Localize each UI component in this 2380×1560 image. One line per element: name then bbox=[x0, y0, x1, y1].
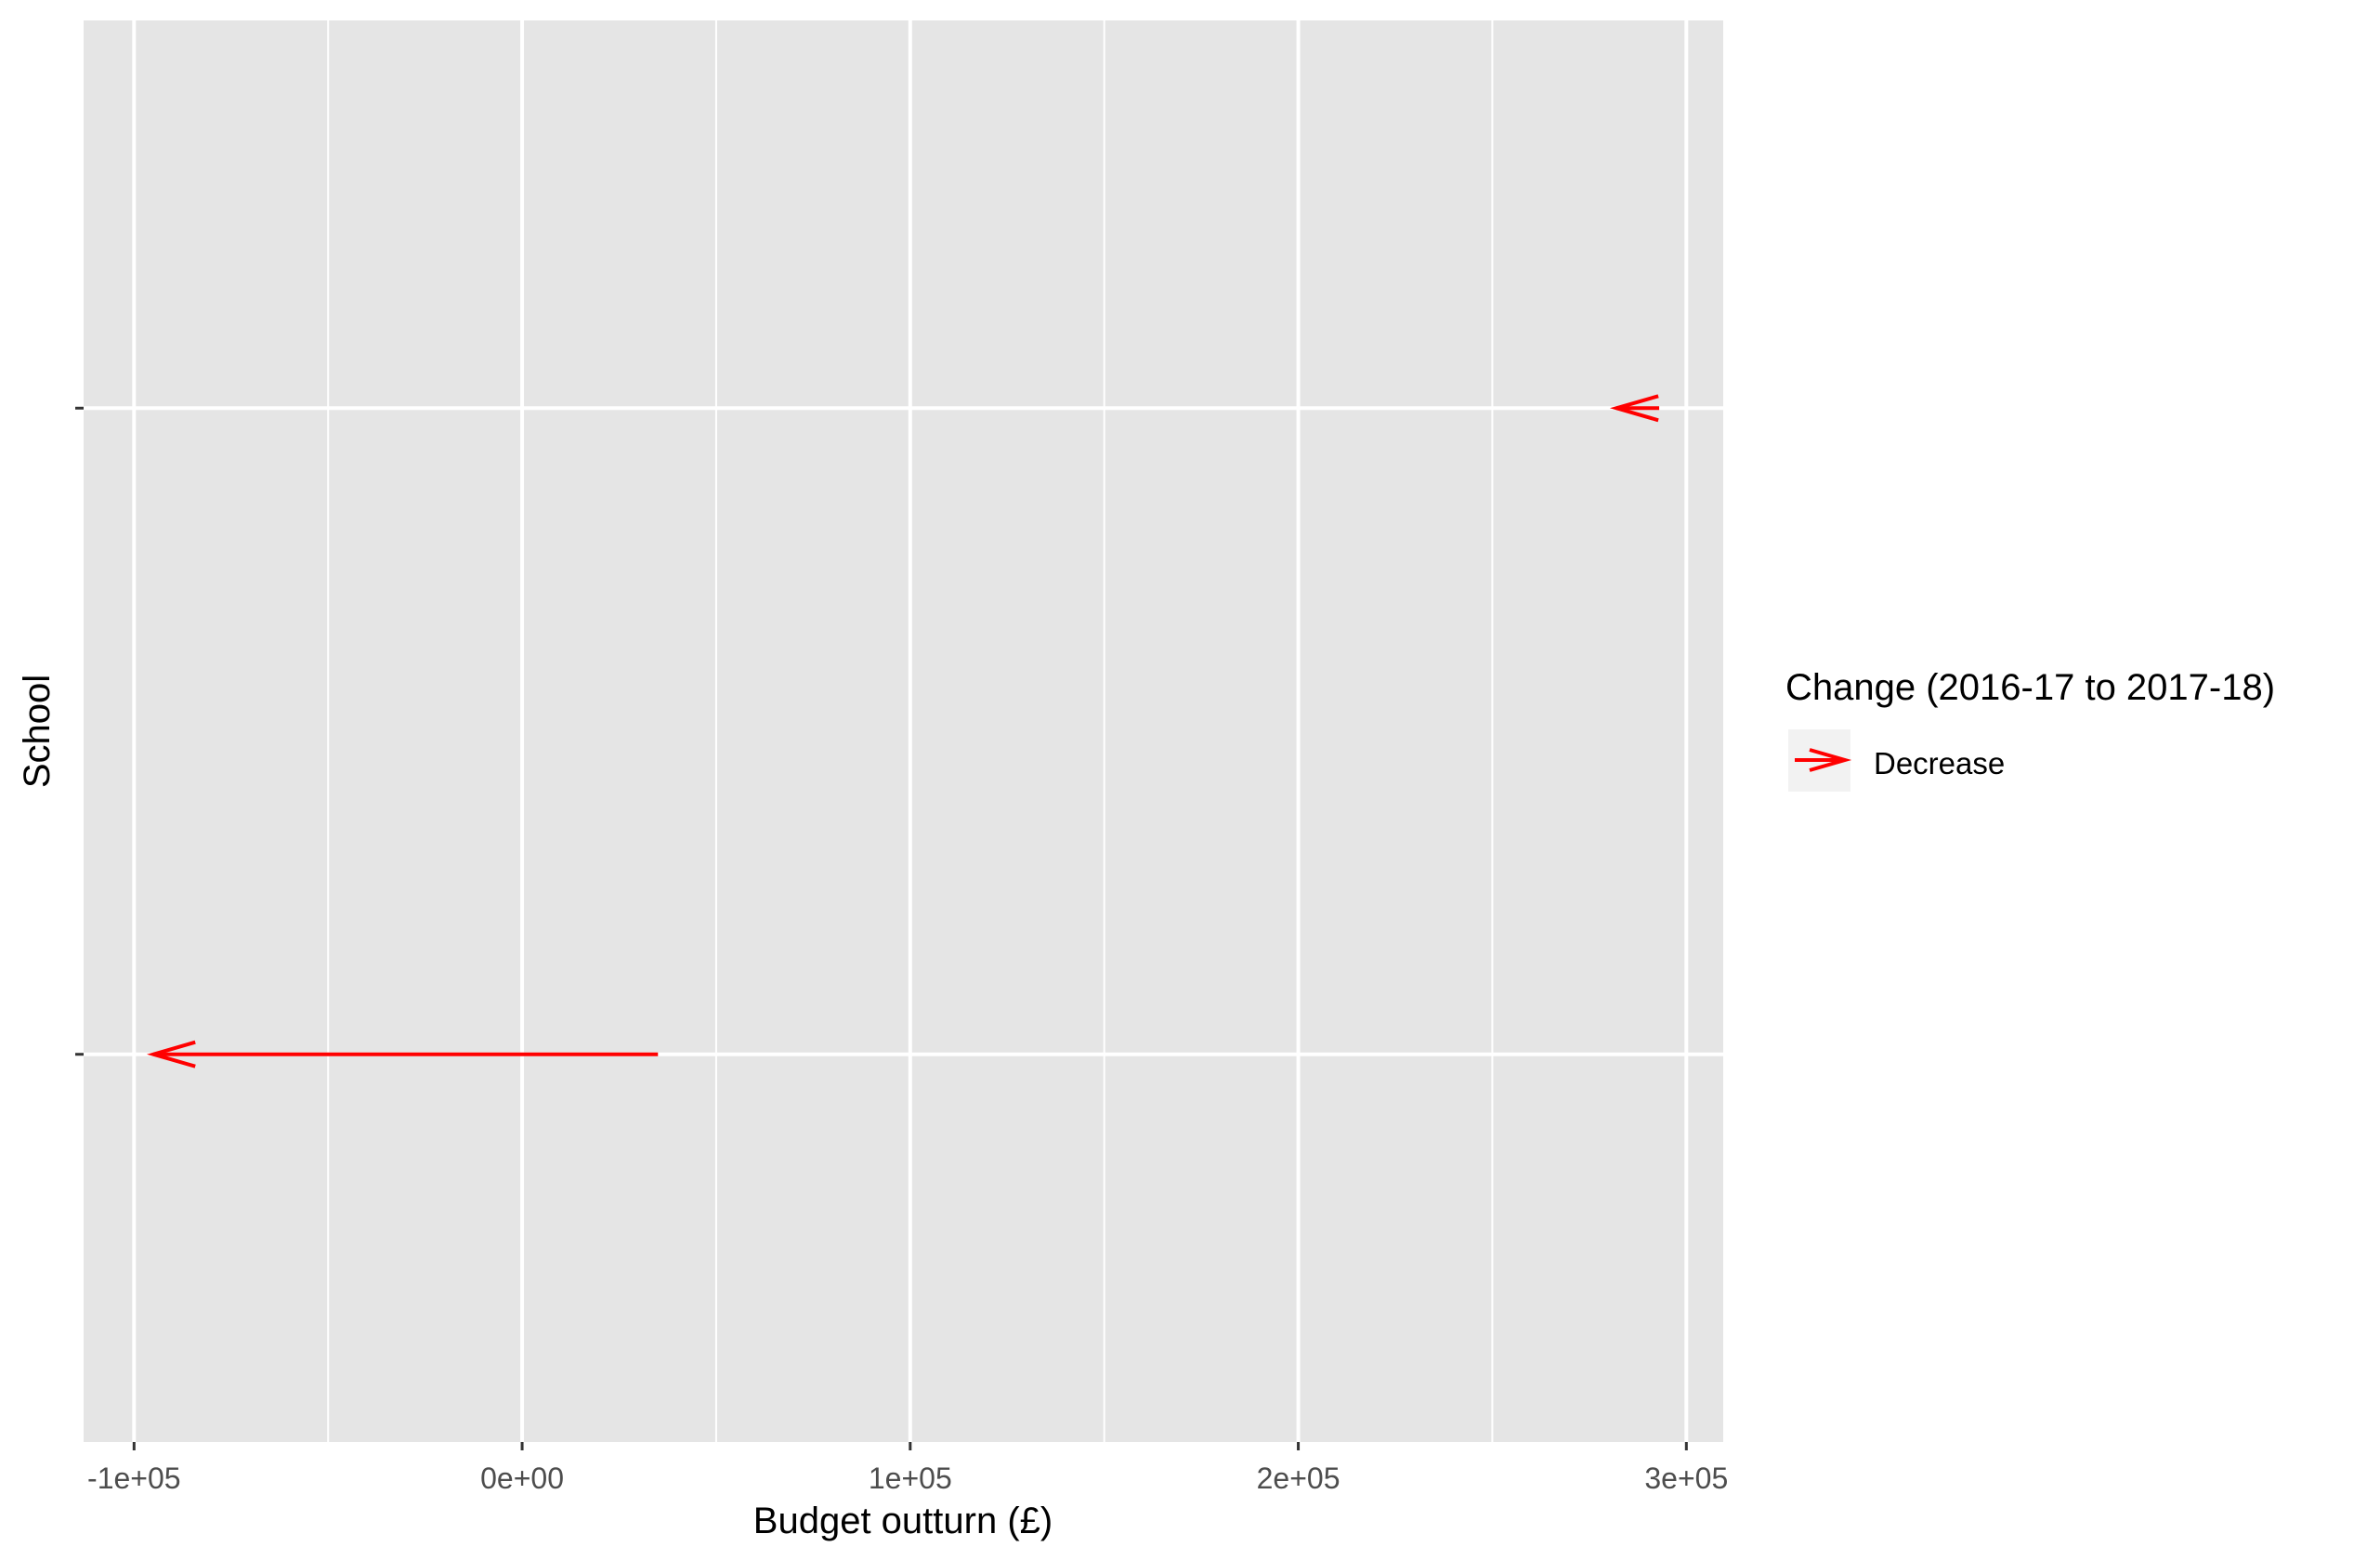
data-layer bbox=[146, 394, 1660, 1068]
x-tick-label: -1e+05 bbox=[87, 1462, 181, 1495]
x-tick-label: 3e+05 bbox=[1644, 1462, 1728, 1495]
x-axis: -1e+05 0e+00 1e+05 2e+05 3e+05 bbox=[75, 406, 1728, 1495]
y-axis-label: School bbox=[17, 675, 58, 788]
minor-gridlines bbox=[327, 20, 1494, 1442]
x-tick-label: 1e+05 bbox=[869, 1462, 952, 1495]
plot-panel bbox=[84, 20, 1723, 1442]
data-arrow bbox=[1609, 394, 1660, 423]
data-arrow-head bbox=[1609, 394, 1659, 423]
x-tick-label: 2e+05 bbox=[1257, 1462, 1340, 1495]
major-gridlines bbox=[84, 20, 1723, 1442]
legend-title: Change (2016-17 to 2017-18) bbox=[1785, 667, 2275, 708]
x-axis-label: Budget outturn (£) bbox=[753, 1501, 1053, 1541]
legend-key-arrow bbox=[1795, 748, 1852, 772]
data-arrow bbox=[146, 1040, 659, 1068]
x-tick-label: 0e+00 bbox=[480, 1462, 564, 1495]
legend-item-label: Decrease bbox=[1874, 746, 2005, 780]
legend-arrow-head bbox=[1809, 748, 1852, 772]
legend: Change (2016-17 to 2017-18) Decrease bbox=[1785, 667, 2275, 792]
data-arrow-head bbox=[146, 1040, 196, 1068]
